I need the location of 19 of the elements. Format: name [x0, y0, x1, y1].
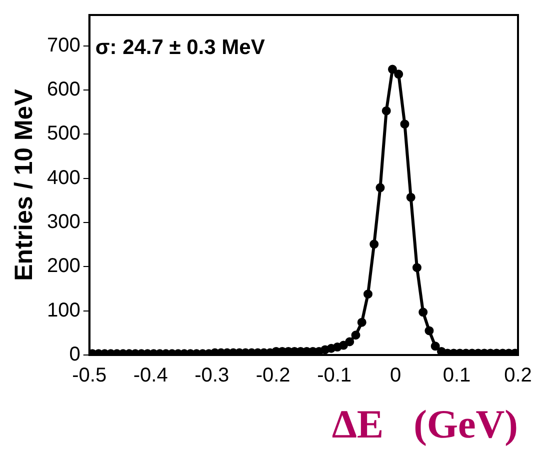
- x-tick-label: -0.1: [317, 364, 352, 387]
- y-tick-label: 0: [69, 344, 80, 366]
- x-tick-label: 0.2: [504, 364, 532, 387]
- y-tick-label: 400: [46, 166, 80, 189]
- y-axis-title: Entries / 10 MeV: [10, 88, 38, 281]
- y-tick-label: 700: [46, 34, 80, 56]
- x-tick-label: -0.2: [256, 364, 290, 387]
- x-tick-label: -0.4: [133, 364, 168, 387]
- x-tick-label: -0.3: [194, 364, 230, 387]
- annotation: σ: 24.7 ± 0.3 MeV: [95, 36, 265, 59]
- y-tick-label: 500: [46, 122, 80, 145]
- y-tick-label: 100: [46, 299, 80, 322]
- y-tick-label: 300: [46, 211, 80, 234]
- x-axis-title: ΔE (GeV): [332, 401, 518, 446]
- x-tick-label: -0.5: [72, 364, 107, 387]
- y-tick-label: 200: [46, 255, 80, 278]
- x-tick-label: 0: [390, 364, 402, 387]
- x-tick-label: 0.1: [442, 364, 471, 387]
- y-tick-label: 600: [46, 78, 80, 101]
